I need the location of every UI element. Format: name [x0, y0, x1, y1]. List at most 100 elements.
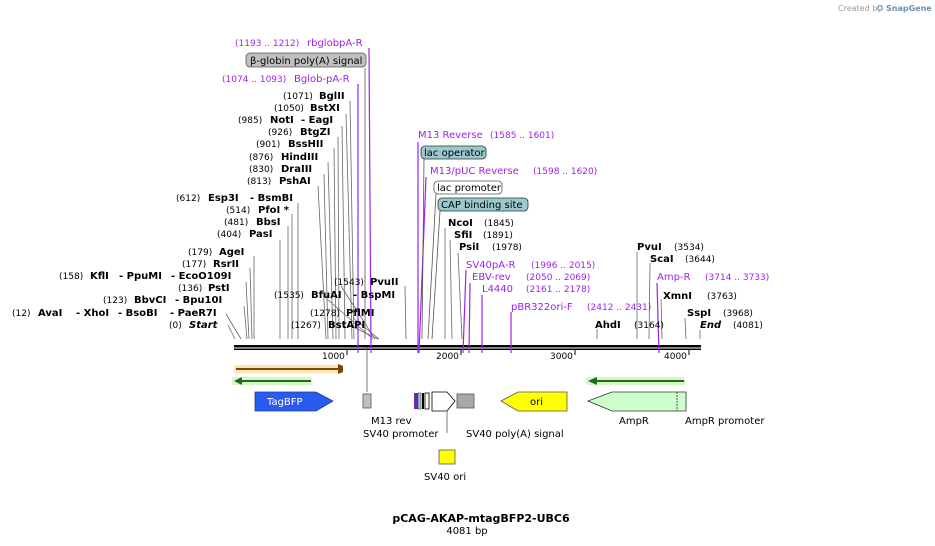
beta-globin-box: β-globin poly(A) signal — [245, 52, 367, 68]
pvuii-label: PvuII — [370, 277, 398, 288]
xhoi-name: XhoI — [84, 308, 109, 319]
bsshii-pos: (901) — [256, 140, 280, 150]
beta-globin-label: β-globin poly(A) signal — [250, 56, 362, 67]
rsrii-label: RsrII — [213, 259, 239, 270]
tick-label-2000: 2000 — [436, 352, 459, 362]
btgzi-label: BtgZI — [300, 127, 331, 138]
xmni-label: XmnI — [663, 291, 692, 302]
scai-label: ScaI — [650, 254, 674, 265]
bbsi-pos: (481) — [224, 218, 248, 228]
pfoi-pos: (514) — [226, 206, 250, 216]
ahdi-pos: (3164) — [634, 321, 664, 331]
ahdi-label: AhdI — [595, 320, 621, 331]
m13-reverse-range: (1585 .. 1601) — [490, 131, 554, 141]
pbr322ori-f-range: (2412 .. 2431) — [587, 303, 651, 313]
sv40-promoter-label: SV40 promoter — [363, 429, 439, 440]
sspi-label: SspI — [687, 308, 711, 319]
cap-binding-site-label: CAP binding site — [441, 200, 523, 211]
ori-feature: ori — [500, 391, 568, 412]
psii-pos: (1978) — [492, 243, 522, 253]
ncoi-pos: (1845) — [484, 219, 514, 229]
ampr-promoter-label: AmpR promoter — [685, 416, 765, 427]
start-label: Start — [189, 320, 219, 331]
bfuai-label: BfuAI — [311, 290, 342, 301]
sv40pa-r-range: (1996 .. 2015) — [531, 261, 595, 271]
agei-label: AgeI — [219, 247, 244, 258]
paer7i-label: - PaeR7I — [170, 308, 217, 319]
bsmbi-label: - BsmBI — [250, 193, 293, 204]
sv40-polya-label: SV40 poly(A) signal — [466, 429, 564, 440]
sv40-ori-label: SV40 ori — [424, 472, 466, 483]
pflmi-pos: (1278) — [310, 309, 340, 319]
bstapi-pos: (1267) — [291, 321, 321, 331]
cap-binding-site-box: CAP binding site — [437, 197, 529, 212]
pasi-pos: (404) — [217, 230, 241, 240]
sfii-pos: (1891) — [483, 231, 513, 241]
ppumi-name: PpuMI — [127, 271, 162, 282]
m13-rev-label: M13 rev — [371, 416, 412, 427]
end-pos: (4081) — [733, 321, 763, 331]
brand-text: SnapGene — [886, 4, 932, 13]
bsmbi-name: BsmBI — [258, 193, 293, 204]
pasi-label: PasI — [249, 229, 272, 240]
avai-pos: (12) — [12, 309, 30, 319]
bstxi-pos: (1050) — [274, 104, 304, 114]
bglob-pa-r-range: (1074 .. 1093) — [222, 75, 286, 85]
bpu10i-label: - Bpu10I — [175, 295, 222, 306]
green-arrow-left-2 — [586, 377, 685, 385]
avai-label: AvaI — [38, 308, 62, 319]
xhoi-label: - XhoI — [76, 308, 109, 319]
orange-feature-bar — [234, 364, 343, 374]
plasmid-title: pCAG-AKAP-mtagBFP2-UBC6 — [392, 512, 570, 525]
bfuai-pos: (1535) — [274, 291, 304, 301]
sspi-pos: (3968) — [723, 309, 753, 319]
l4440-label: L4440 — [482, 284, 513, 295]
sv40-polya-box — [456, 393, 475, 409]
bsshii-label: BssHII — [288, 139, 323, 150]
tick-label-1000: 1000 — [322, 352, 345, 362]
noti-label: NotI — [270, 115, 294, 126]
amp-r-range: (3714 .. 3733) — [705, 273, 769, 283]
draiii-pos: (830) — [249, 165, 273, 175]
lac-cluster — [414, 391, 456, 412]
ppumi-label: - PpuMI — [119, 271, 162, 282]
hindiii-pos: (876) — [249, 153, 273, 163]
rbglobpa-r-range: (1193 .. 1212) — [235, 39, 299, 49]
noti-pos: (985) — [238, 116, 262, 126]
end-label: End — [700, 320, 722, 331]
scai-pos: (3644) — [685, 255, 715, 265]
green-arrow-left-1 — [232, 377, 312, 385]
lac-operator-label: lac operator — [424, 148, 485, 159]
psii-label: PsiI — [459, 242, 479, 253]
agei-pos: (179) — [188, 248, 212, 258]
pvuii-pos: (1543) — [334, 278, 364, 288]
ebv-rev-range: (2050 .. 2069) — [526, 273, 590, 283]
m13-rev-box — [362, 393, 372, 409]
sequence-backbone: 1000 2000 3000 4000 — [234, 345, 701, 362]
paer7i-name: PaeR7I — [178, 308, 217, 319]
start-pos: (0) — [169, 321, 182, 331]
tick-label-3000: 3000 — [550, 352, 573, 362]
bbvci-label: BbvCI — [134, 295, 166, 306]
m13-reverse-label: M13 Reverse — [418, 130, 483, 141]
sv40pa-r-label: SV40pA-R — [466, 260, 515, 271]
tagbfp-feature: TagBFP — [254, 391, 334, 412]
eco0109i-name: EcoO109I — [179, 271, 232, 282]
kfli-label: KflI — [90, 271, 109, 282]
m13-puc-reverse-label: M13/pUC Reverse — [430, 166, 519, 177]
watermark-text: Created by — [838, 4, 882, 13]
pshai-label: PshAI — [279, 176, 311, 187]
ori-label: ori — [530, 397, 543, 408]
snapgene-logo-icon — [876, 4, 884, 12]
snapgene-watermark: Created by SnapGene — [838, 4, 932, 13]
l4440-range: (2161 .. 2178) — [526, 285, 590, 295]
bstxi-label: BstXI — [310, 103, 340, 114]
tagbfp-label: TagBFP — [266, 397, 303, 408]
rsrii-pos: (177) — [182, 260, 206, 270]
pvui-pos: (3534) — [674, 243, 704, 253]
feature-leader-lines — [364, 68, 441, 340]
xmni-pos: (3763) — [707, 292, 737, 302]
rbglobpa-r-label: rbglobpA-R — [307, 38, 363, 49]
eagi-name: EagI — [309, 115, 333, 126]
